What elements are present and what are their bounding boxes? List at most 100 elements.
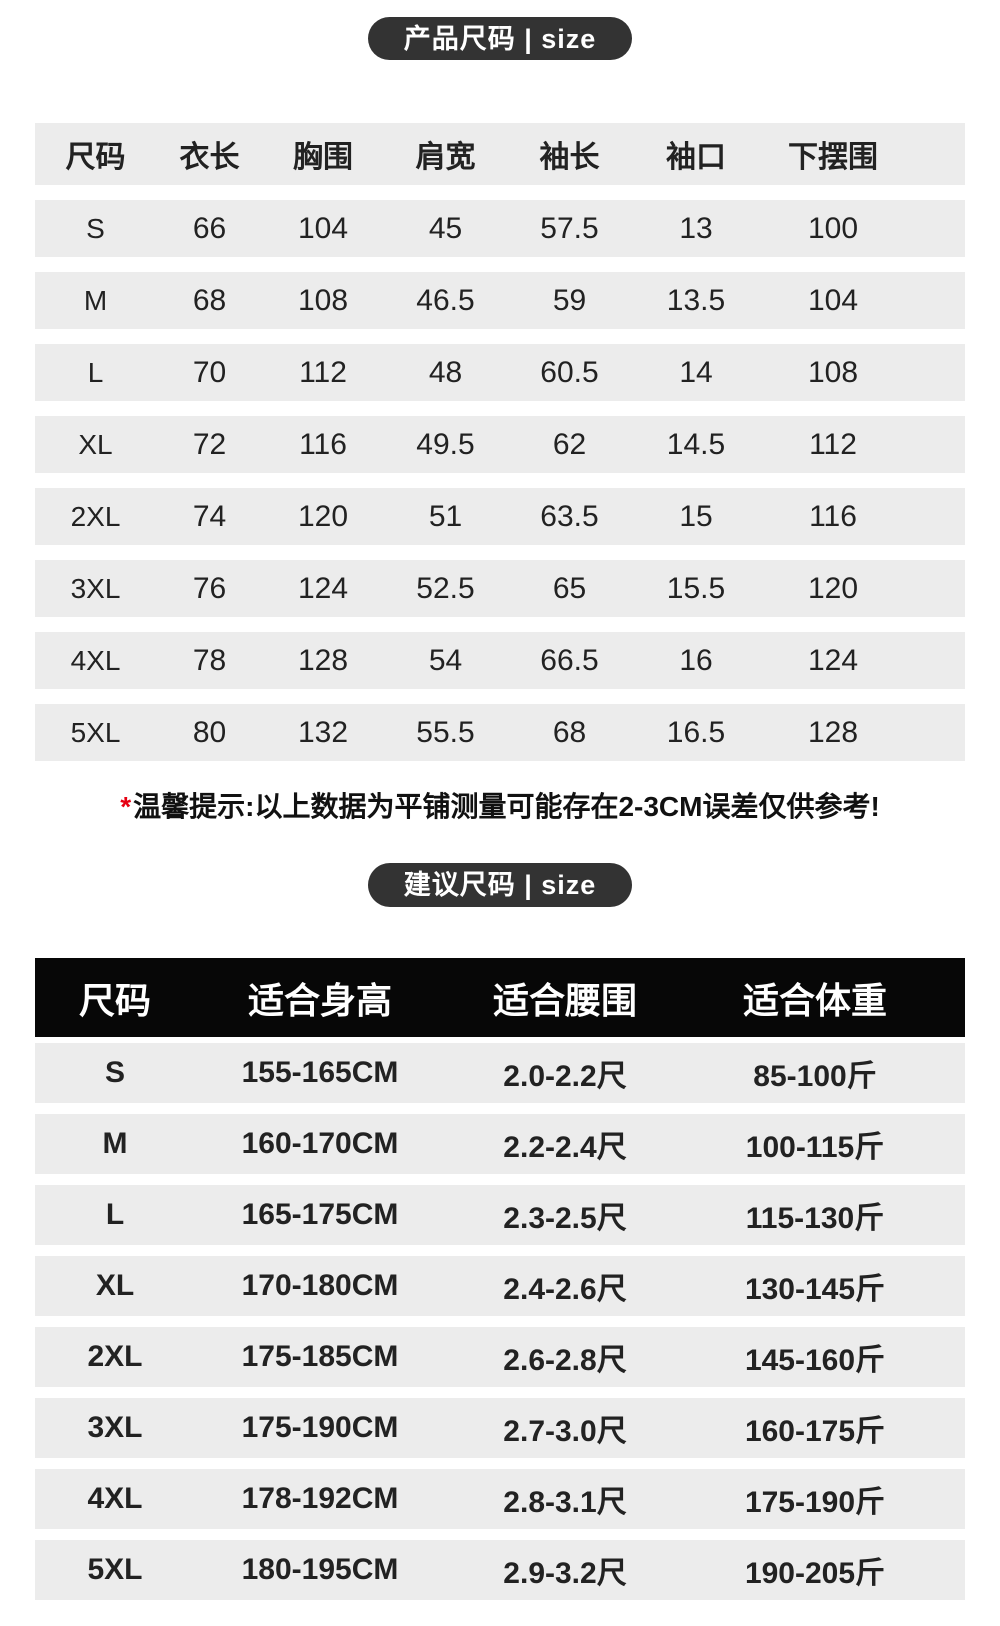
header-cell-cuff: 袖口 xyxy=(666,141,726,174)
size-cell: XL xyxy=(95,1269,135,1302)
header-cell-size: 尺码 xyxy=(78,979,151,1021)
value-cell: 48 xyxy=(428,355,463,389)
value-cell: 108 xyxy=(297,283,349,317)
value-cell: 104 xyxy=(807,283,859,317)
value-cell: 63.5 xyxy=(540,499,599,533)
value-cell: 68 xyxy=(192,283,227,317)
size-cell: 4XL xyxy=(70,644,121,676)
value-cell: 14.5 xyxy=(666,427,726,461)
value-cell: 68 xyxy=(552,715,587,749)
table-row: 5XL 80 132 55.5 68 16.5 128 xyxy=(35,704,965,761)
table-row: 2XL 175-185CM 2.6-2.8尺 145-160斤 xyxy=(35,1327,965,1387)
note-text: 以上数据为平铺测量可能存在2-3CM误差仅供参考! xyxy=(254,791,880,822)
size-cell: L xyxy=(87,356,104,388)
value-cell: 100-115斤 xyxy=(745,1131,885,1164)
value-cell: 124 xyxy=(297,571,349,605)
value-cell: 2.0-2.2尺 xyxy=(503,1060,627,1093)
value-cell: 160-170CM xyxy=(241,1127,399,1160)
value-cell: 59 xyxy=(552,283,587,317)
header-cell-shoulder: 肩宽 xyxy=(415,141,476,174)
value-cell: 14 xyxy=(679,355,713,389)
header-cell-hem: 下摆围 xyxy=(788,141,878,174)
table-row: 4XL 178-192CM 2.8-3.1尺 175-190斤 xyxy=(35,1469,965,1529)
table-row: XL 72 116 49.5 62 14.5 112 xyxy=(35,416,965,473)
value-cell: 2.7-3.0尺 xyxy=(503,1415,627,1448)
note-label: 温馨提示: xyxy=(133,791,255,822)
value-cell: 165-175CM xyxy=(241,1198,399,1231)
size-cell: 4XL xyxy=(87,1482,143,1515)
suggested-size-table: 尺码 适合身高 适合腰围 适合体重 S 155-165CM 2.0-2.2尺 85-1… xyxy=(35,958,965,1600)
value-cell: 45 xyxy=(428,211,463,245)
value-cell: 2.2-2.4尺 xyxy=(503,1131,627,1164)
value-cell: 100 xyxy=(807,211,859,245)
value-cell: 155-165CM xyxy=(241,1056,399,1089)
value-cell: 80 xyxy=(192,715,227,749)
value-cell: 15 xyxy=(679,499,713,533)
table-row: 5XL 180-195CM 2.9-3.2尺 190-205斤 xyxy=(35,1540,965,1600)
value-cell: 65 xyxy=(552,571,587,605)
value-cell: 115-130斤 xyxy=(745,1202,885,1235)
value-cell: 120 xyxy=(297,499,349,533)
value-cell: 57.5 xyxy=(540,211,599,245)
value-cell: 116 xyxy=(299,427,347,461)
value-cell: 132 xyxy=(297,715,349,749)
value-cell: 51 xyxy=(428,499,463,533)
value-cell: 128 xyxy=(297,643,349,677)
value-cell: 108 xyxy=(807,355,859,389)
value-cell: 2.3-2.5尺 xyxy=(503,1202,627,1235)
table-row: 3XL 76 124 52.5 65 15.5 120 xyxy=(35,560,965,617)
value-cell: 104 xyxy=(297,211,349,245)
table-row: S 66 104 45 57.5 13 100 xyxy=(35,200,965,257)
value-cell: 46.5 xyxy=(416,283,475,317)
header-cell-chest: 胸围 xyxy=(293,141,353,174)
size-cell: 2XL xyxy=(87,1340,143,1373)
value-cell: 49.5 xyxy=(416,427,475,461)
value-cell: 13.5 xyxy=(666,283,726,317)
table-row: 4XL 78 128 54 66.5 16 124 xyxy=(35,632,965,689)
value-cell: 13 xyxy=(679,211,713,245)
table-row: L 165-175CM 2.3-2.5尺 115-130斤 xyxy=(35,1185,965,1245)
header-cell-weight: 适合体重 xyxy=(742,979,887,1021)
value-cell: 180-195CM xyxy=(241,1553,399,1586)
table-row: M 160-170CM 2.2-2.4尺 100-115斤 xyxy=(35,1114,965,1174)
value-cell: 175-185CM xyxy=(241,1340,399,1373)
value-cell: 2.6-2.8尺 xyxy=(503,1344,627,1377)
value-cell: 85-100斤 xyxy=(753,1060,877,1093)
value-cell: 175-190斤 xyxy=(744,1486,886,1519)
header-cell-length: 衣长 xyxy=(179,141,240,174)
table-row: S 155-165CM 2.0-2.2尺 85-100斤 xyxy=(35,1043,965,1103)
value-cell: 16.5 xyxy=(666,715,726,749)
header-cell-size: 尺码 xyxy=(65,141,126,174)
value-cell: 72 xyxy=(192,427,227,461)
measurement-note: *温馨提示:以上数据为平铺测量可能存在2-3CM误差仅供参考! xyxy=(0,790,1000,824)
value-cell: 62 xyxy=(552,427,587,461)
value-cell: 178-192CM xyxy=(241,1482,399,1515)
suggest-table-header: 尺码 适合身高 适合腰围 适合体重 xyxy=(35,958,965,1037)
value-cell: 124 xyxy=(807,643,859,677)
size-cell: S xyxy=(86,212,105,244)
value-cell: 66 xyxy=(192,211,227,245)
value-cell: 160-175斤 xyxy=(744,1415,886,1448)
value-cell: 76 xyxy=(192,571,227,605)
value-cell: 190-205斤 xyxy=(744,1557,886,1590)
product-table-header: 尺码 衣长 胸围 肩宽 袖长 袖口 下摆围 xyxy=(35,123,965,185)
table-row: 2XL 74 120 51 63.5 15 116 xyxy=(35,488,965,545)
table-row: 3XL 175-190CM 2.7-3.0尺 160-175斤 xyxy=(35,1398,965,1458)
value-cell: 74 xyxy=(192,499,227,533)
value-cell: 54 xyxy=(428,643,463,677)
table-row: XL 170-180CM 2.4-2.6尺 130-145斤 xyxy=(35,1256,965,1316)
value-cell: 70 xyxy=(192,355,227,389)
size-cell: 3XL xyxy=(70,572,121,604)
header-cell-height: 适合身高 xyxy=(247,979,392,1021)
value-cell: 112 xyxy=(299,355,347,389)
value-cell: 78 xyxy=(192,643,227,677)
suggested-size-badge: 建议尺码 | size xyxy=(367,863,633,907)
product-size-badge: 产品尺码 | size xyxy=(367,17,633,60)
product-size-table: 尺码 衣长 胸围 肩宽 袖长 袖口 下摆围 S 66 104 45 57.5 13 100 M… xyxy=(35,123,965,761)
header-cell-waist: 适合腰围 xyxy=(492,979,637,1021)
value-cell: 66.5 xyxy=(540,643,599,677)
size-cell: L xyxy=(105,1198,125,1231)
asterisk: * xyxy=(120,791,132,822)
value-cell: 2.4-2.6尺 xyxy=(503,1273,627,1306)
size-cell: M xyxy=(83,284,108,316)
